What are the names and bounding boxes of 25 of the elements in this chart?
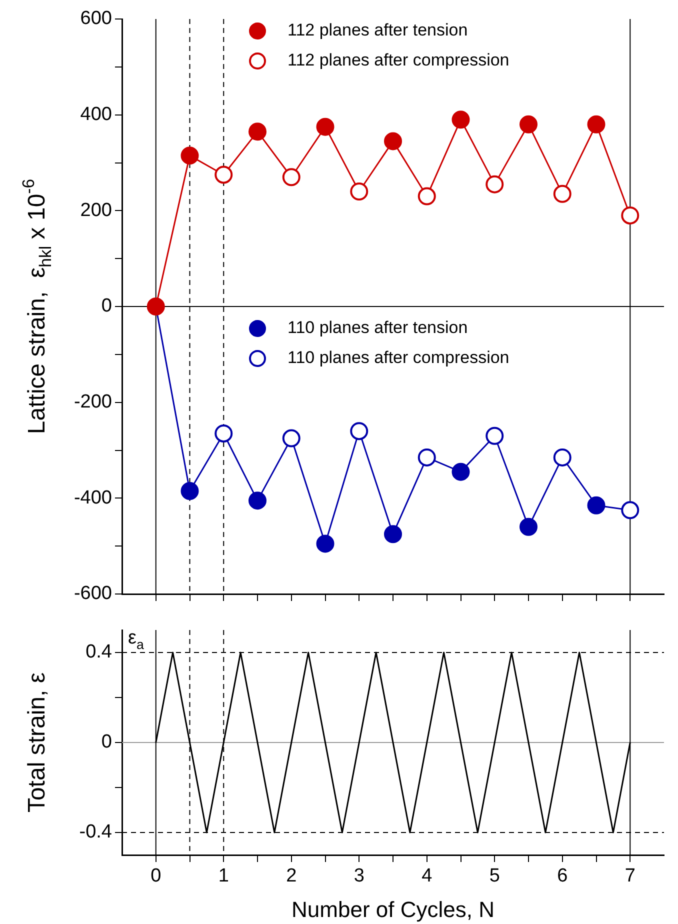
y-axis-title: Total strain, ε bbox=[24, 672, 51, 813]
y-tick-label: 0 bbox=[101, 296, 112, 317]
x-tick-label: 5 bbox=[489, 866, 500, 887]
x-tick-label: 1 bbox=[218, 866, 229, 887]
x-tick-label: 7 bbox=[624, 866, 636, 887]
legend-label: 112 planes after compression bbox=[288, 50, 510, 70]
y-tick-label: 600 bbox=[80, 8, 112, 30]
y-tick-label: 0 bbox=[101, 732, 112, 753]
y-tick-label: -400 bbox=[74, 487, 112, 508]
y-tick-label: -600 bbox=[74, 583, 112, 604]
x-tick-label: 0 bbox=[150, 866, 162, 887]
y-tick-label: -200 bbox=[74, 392, 112, 413]
x-tick-label: 6 bbox=[557, 866, 568, 887]
y-tick-label: 400 bbox=[80, 104, 112, 126]
x-tick-label: 4 bbox=[422, 866, 433, 887]
y-tick-label: -0.4 bbox=[79, 822, 112, 843]
y-axis-title: Lattice strain, εhkl x 10-6 bbox=[19, 178, 56, 434]
legend-label: 110 planes after compression bbox=[288, 348, 510, 368]
x-tick-label: 2 bbox=[286, 866, 297, 887]
x-tick-label: 3 bbox=[354, 866, 364, 887]
x-axis-title: Number of Cycles, N bbox=[292, 897, 494, 922]
y-tick-label: 0.4 bbox=[86, 642, 112, 663]
legend-label: 110 planes after tension bbox=[288, 318, 468, 338]
y-tick-label: 200 bbox=[80, 200, 112, 221]
legend-label: 112 planes after tension bbox=[288, 20, 468, 40]
